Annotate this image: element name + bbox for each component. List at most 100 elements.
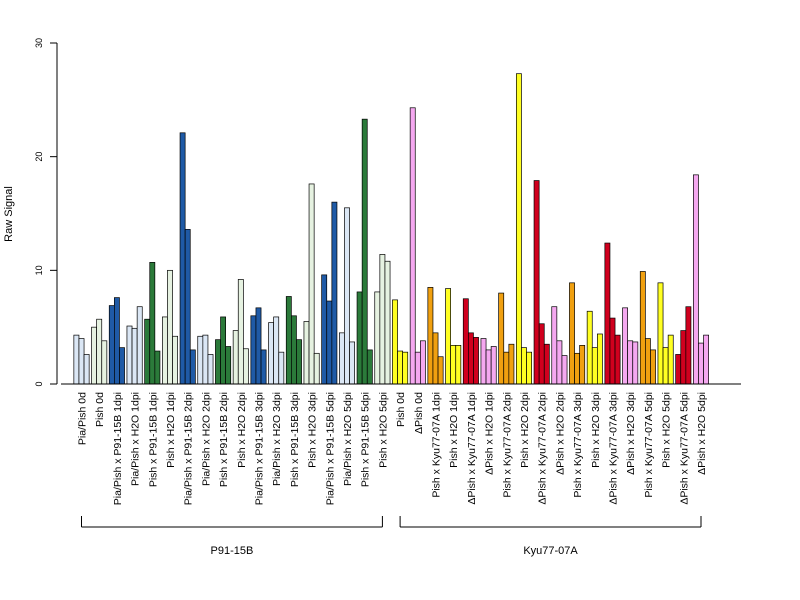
bar — [490, 346, 497, 385]
category-label: Pia/Pish x H2O 3dpi — [271, 392, 283, 486]
category-label: Pish x P91-15B 1dpi — [147, 392, 159, 487]
bar — [485, 349, 492, 385]
category-labels: Pia/Pish 0d Pish 0d Pia/Pish x P91-15B 1dp… — [77, 392, 709, 505]
bar — [526, 351, 532, 385]
bar — [113, 297, 120, 385]
bar — [108, 305, 115, 385]
category-label: Pish x Kyu77-07A 2dpi — [501, 392, 513, 498]
bar — [331, 201, 338, 385]
bar — [480, 338, 487, 385]
bar — [260, 349, 267, 385]
bar — [462, 298, 469, 385]
bar — [144, 318, 151, 385]
bar — [126, 325, 133, 385]
bar — [409, 107, 416, 385]
category-label: Pish x P91-15B 3dpi — [289, 392, 301, 487]
bar — [96, 318, 103, 385]
bar — [167, 269, 173, 385]
category-label: ΔPish x H2O 3dpi — [625, 392, 637, 475]
bar — [650, 349, 656, 385]
bar — [574, 352, 580, 385]
bar — [414, 351, 421, 385]
bar — [250, 315, 257, 385]
category-label: Pia/Pish x P91-15B 3dpi — [254, 392, 266, 505]
bar — [273, 316, 280, 385]
y-axis: 0 10 20 30 — [34, 38, 58, 387]
category-label: ΔPish x H2O 2dpi — [554, 392, 566, 475]
category-label: Pish x H2O 5dpi — [661, 392, 673, 468]
bars — [73, 73, 709, 385]
bar — [627, 340, 634, 385]
bar — [119, 347, 125, 385]
bar — [131, 327, 138, 385]
bar — [285, 296, 292, 385]
bar — [83, 354, 90, 385]
category-label: Pia/Pish x P91-15B 5dpi — [324, 392, 336, 505]
category-label: Pish 0d — [94, 392, 106, 427]
bar — [237, 279, 244, 385]
bar — [313, 352, 320, 385]
bar — [149, 262, 156, 385]
category-label: Pia/Pish x P91-15B 1dpi — [112, 392, 124, 505]
bar — [445, 288, 451, 385]
group-label: Kyu77-07A — [523, 545, 578, 557]
category-label: ΔPish x Kyu77-07A 3dpi — [608, 392, 620, 505]
bar — [78, 338, 85, 385]
bar — [184, 229, 191, 385]
category-label: ΔPish x Kyu77-07A 2dpi — [537, 392, 549, 505]
bar — [154, 350, 161, 385]
bar — [521, 347, 527, 385]
bar — [503, 351, 510, 385]
bar — [662, 347, 669, 385]
bar — [397, 350, 403, 385]
category-label: ΔPish 0d — [413, 392, 425, 434]
bar — [596, 333, 603, 385]
bar — [392, 299, 398, 385]
bar — [303, 321, 310, 385]
bar — [232, 330, 239, 385]
bar — [384, 260, 391, 385]
category-label: Pish x H2O 2dpi — [519, 392, 531, 468]
bar — [644, 338, 651, 385]
y-tick-label: 10 — [34, 265, 44, 275]
y-tick-label: 30 — [34, 38, 44, 48]
category-label: Pish x P91-15B 2dpi — [218, 392, 230, 487]
bar — [437, 356, 444, 385]
category-label: ΔPish x H2O 1dpi — [484, 392, 496, 475]
bar — [551, 306, 558, 385]
bar — [91, 326, 98, 385]
bar — [291, 315, 297, 385]
y-tick-label: 20 — [34, 152, 44, 162]
bar — [473, 337, 479, 385]
bar — [591, 347, 598, 385]
bar — [255, 307, 262, 385]
bar — [136, 306, 143, 385]
bar — [326, 300, 333, 385]
bar — [533, 180, 540, 385]
bar — [356, 291, 363, 385]
category-label: Pish x H2O 3dpi — [307, 392, 319, 468]
category-label: Pish x H2O 5dpi — [377, 392, 389, 468]
bar — [179, 132, 186, 385]
category-label: Pia/Pish x H2O 1dpi — [130, 392, 142, 486]
category-label: Pish x P91-15B 5dpi — [360, 392, 372, 487]
category-label: Pia/Pish x P91-15B 2dpi — [183, 392, 195, 505]
bar — [197, 335, 204, 385]
bar — [468, 332, 474, 385]
category-label: Pish x H2O 1dpi — [165, 392, 177, 468]
bar — [692, 174, 699, 385]
bar — [657, 282, 664, 385]
category-label: Pia/Pish x H2O 5dpi — [342, 392, 354, 486]
bar — [321, 274, 328, 385]
category-label: Pish x Kyu77-07A 5dpi — [643, 392, 655, 498]
bar — [101, 340, 108, 385]
bar — [344, 207, 350, 385]
bar — [639, 271, 646, 385]
bar — [268, 322, 274, 385]
bar — [586, 310, 593, 385]
bar — [339, 332, 345, 385]
bar — [73, 334, 80, 385]
category-label: ΔPish x Kyu77-07A 1dpi — [466, 392, 478, 505]
category-label: Pia/Pish x H2O 2dpi — [200, 392, 212, 486]
